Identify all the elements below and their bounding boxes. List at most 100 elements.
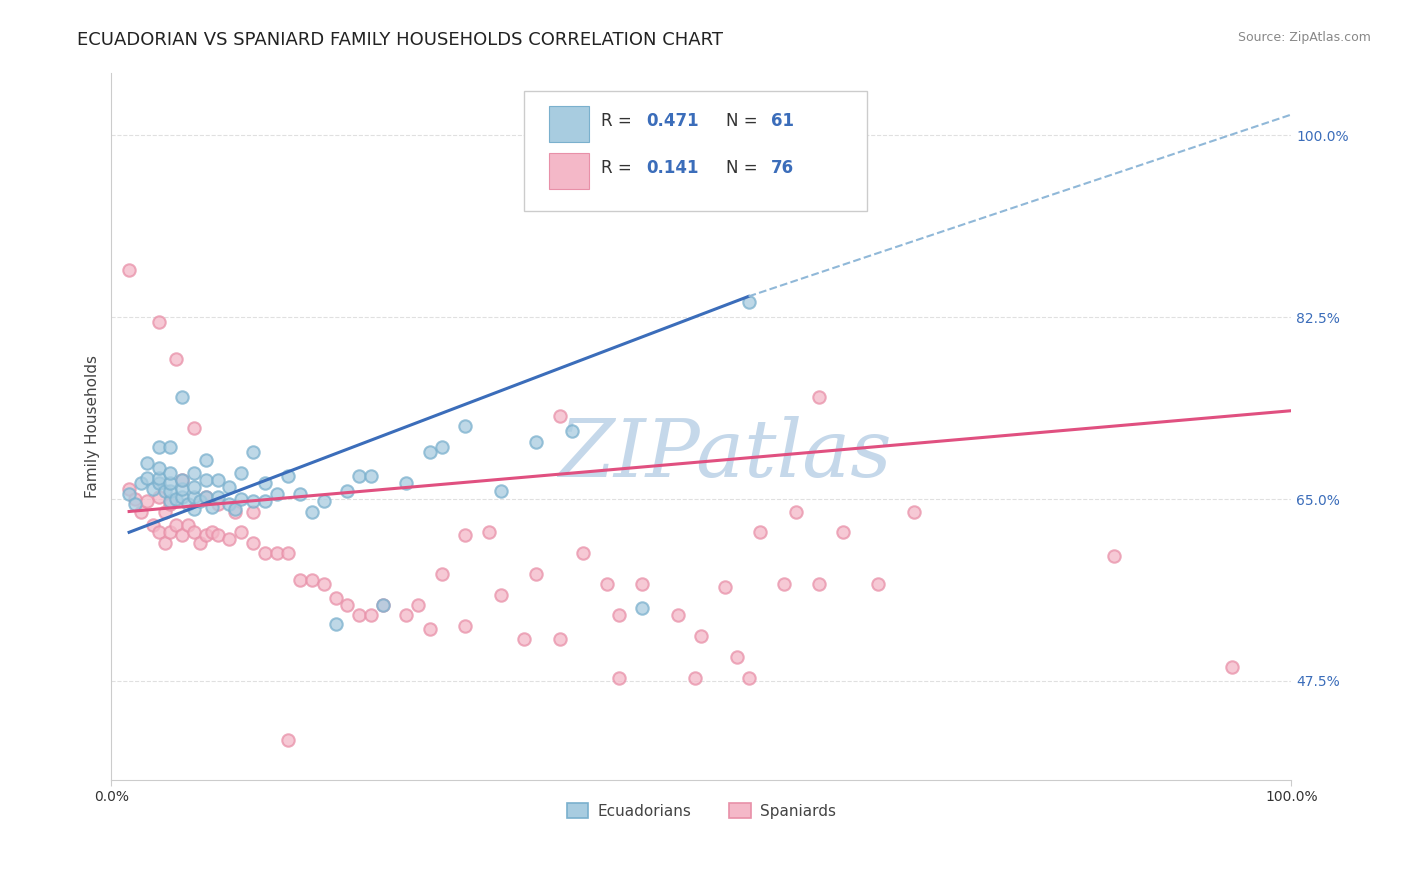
Point [868,577,890,591]
Text: R =: R = [602,160,637,178]
Point [395,476,418,491]
Point [118,263,141,277]
Point [183,421,205,435]
Point [406,598,429,612]
Point [159,494,181,508]
Point [454,528,477,542]
Point [1104,549,1126,564]
Point [153,483,176,498]
Text: ZIPatlas: ZIPatlas [558,416,891,493]
Point [360,469,382,483]
Point [808,577,831,591]
Point [685,671,707,685]
Point [277,469,299,483]
Point [253,494,276,508]
Point [419,622,441,636]
Point [218,479,240,493]
Text: 61: 61 [770,112,794,130]
Point [290,487,312,501]
Point [124,491,146,506]
Point [231,525,253,540]
Point [194,528,217,542]
Point [124,497,146,511]
Point [159,525,181,540]
Point [118,482,141,496]
Point [312,577,335,591]
Point [548,409,571,423]
Text: 76: 76 [770,160,794,178]
Point [360,608,382,623]
Point [165,351,187,366]
Point [749,525,772,540]
Point [183,502,205,516]
Point [142,482,165,496]
Point [224,502,246,516]
Point [207,497,229,511]
Point [148,490,170,504]
Point [172,490,194,504]
Point [118,487,141,501]
Point [148,476,170,491]
Point [454,419,477,434]
Point [371,598,394,612]
Legend: Ecuadorians, Spaniards: Ecuadorians, Spaniards [561,797,842,825]
Point [808,390,831,404]
Point [371,598,394,612]
Point [524,434,547,449]
Point [395,608,418,623]
Point [172,473,194,487]
Point [218,497,240,511]
Point [347,608,370,623]
Point [148,461,170,475]
Point [253,546,276,560]
Point [266,487,288,501]
Point [159,497,181,511]
Point [135,471,157,485]
Point [430,566,453,581]
Point [218,532,240,546]
Point [242,445,264,459]
Text: 0.141: 0.141 [645,160,699,178]
Text: N =: N = [725,112,763,130]
Point [159,440,181,454]
Point [153,535,176,549]
Point [524,566,547,581]
Point [201,525,224,540]
Point [903,504,925,518]
Point [773,577,796,591]
Point [207,490,229,504]
Point [489,483,512,498]
Point [129,504,152,518]
Text: 0.471: 0.471 [645,112,699,130]
Point [172,528,194,542]
Point [737,294,759,309]
Y-axis label: Family Households: Family Households [86,355,100,498]
Point [153,504,176,518]
Point [183,479,205,493]
Point [690,629,713,643]
Point [201,500,224,515]
Point [336,598,359,612]
Point [277,546,299,560]
Point [631,577,654,591]
Point [172,482,194,496]
Point [325,616,347,631]
Point [135,456,157,470]
Point [207,528,229,542]
Point [231,466,253,480]
Point [188,494,211,508]
Point [194,452,217,467]
Point [159,476,181,491]
Point [159,466,181,480]
Point [183,466,205,480]
Point [129,476,152,491]
Point [347,469,370,483]
Point [242,504,264,518]
Point [172,473,194,487]
Point [478,525,501,540]
Point [231,491,253,506]
Point [165,491,187,506]
Point [312,494,335,508]
Point [336,483,359,498]
Point [714,580,737,594]
